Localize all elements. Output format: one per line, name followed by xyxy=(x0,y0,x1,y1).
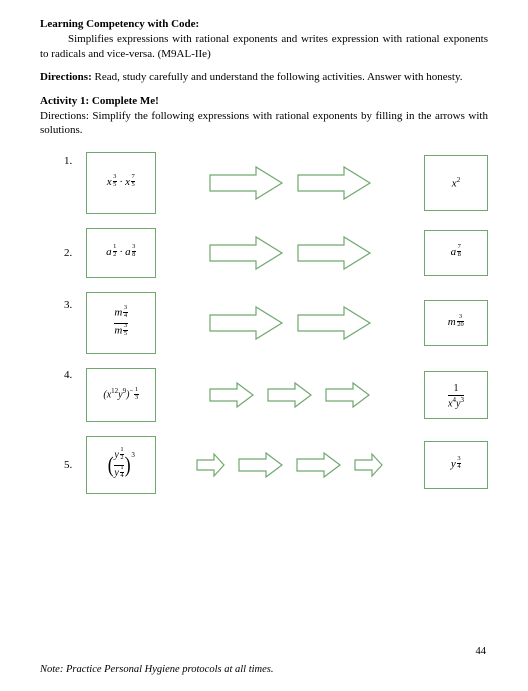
arrow-icon xyxy=(294,233,374,273)
start-box: a12 · a38 xyxy=(86,228,156,278)
arrow-icon xyxy=(294,450,344,480)
expression: a12 · a38 xyxy=(106,246,136,261)
end-box: y34 xyxy=(424,441,488,489)
problem-row: 2. a12 · a38 a78 xyxy=(64,228,488,278)
arrows-container xyxy=(166,380,414,410)
expression: x35 · x75 xyxy=(107,176,136,191)
end-box: x2 xyxy=(424,155,488,211)
result: m320 xyxy=(448,316,464,331)
problem-number: 2. xyxy=(64,247,82,259)
directions: Directions: Read, study carefully and un… xyxy=(40,70,488,85)
expression: ( y12 y14 )3 xyxy=(107,449,135,481)
arrow-icon xyxy=(236,450,286,480)
problem-number: 1. xyxy=(64,155,82,167)
result: y34 xyxy=(451,458,461,473)
arrow-icon xyxy=(352,451,386,479)
problem-number: 5. xyxy=(64,459,82,471)
arrow-icon xyxy=(265,380,315,410)
end-box: 1 x4y3 xyxy=(424,371,488,419)
page-content: Learning Competency with Code: Simplifie… xyxy=(0,0,528,494)
footnote: Note: Practice Personal Hygiene protocol… xyxy=(40,664,273,675)
directions-body: Read, study carefully and understand the… xyxy=(92,71,463,83)
arrow-icon xyxy=(206,303,286,343)
start-box: (x12y9)−13 xyxy=(86,368,156,422)
arrows-container xyxy=(166,163,414,203)
start-box: m34 m35 xyxy=(86,292,156,354)
end-box: m320 xyxy=(424,300,488,346)
result: a78 xyxy=(451,246,462,261)
problem-row: 1. x35 · x75 x2 xyxy=(64,152,488,214)
activity-directions: Directions: Simplify the following expre… xyxy=(40,109,488,139)
problem-number: 4. xyxy=(64,369,82,381)
arrow-icon xyxy=(294,163,374,203)
result: x2 xyxy=(452,176,460,190)
arrow-icon xyxy=(207,380,257,410)
end-box: a78 xyxy=(424,230,488,276)
arrow-icon xyxy=(206,233,286,273)
start-box: x35 · x75 xyxy=(86,152,156,214)
expression: m34 m35 xyxy=(114,307,127,339)
arrow-icon xyxy=(323,380,373,410)
competency-text: Simplifies expressions with rational exp… xyxy=(40,32,488,62)
directions-label: Directions: xyxy=(40,71,92,83)
problem-number: 3. xyxy=(64,299,82,311)
arrow-icon xyxy=(294,303,374,343)
arrows-container xyxy=(166,450,414,480)
arrows-container xyxy=(166,233,414,273)
arrow-icon xyxy=(194,451,228,479)
result: 1 x4y3 xyxy=(448,382,464,409)
arrows-container xyxy=(166,303,414,343)
start-box: ( y12 y14 )3 xyxy=(86,436,156,494)
activity-title: Activity 1: Complete Me! xyxy=(40,95,488,107)
expression: (x12y9)−13 xyxy=(103,387,138,404)
problem-row: 5. ( y12 y14 )3 y34 xyxy=(64,436,488,494)
problem-row: 3. m34 m35 m320 xyxy=(64,292,488,354)
page-number: 44 xyxy=(476,646,487,657)
arrow-icon xyxy=(206,163,286,203)
competency-heading: Learning Competency with Code: xyxy=(40,18,488,30)
problem-row: 4. (x12y9)−13 1 x4y3 xyxy=(64,368,488,422)
